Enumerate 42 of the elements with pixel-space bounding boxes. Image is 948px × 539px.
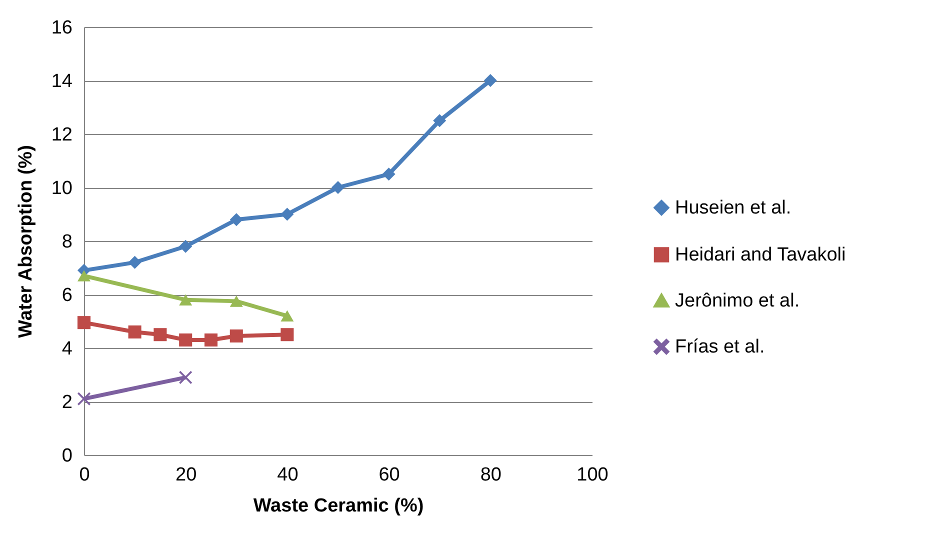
x-axis-title: Waste Ceramic (%) <box>253 496 424 516</box>
point <box>179 294 192 306</box>
y-tick-label: 8 <box>62 232 72 252</box>
y-tick-label: 14 <box>51 71 73 92</box>
x-tick-label: 100 <box>576 464 608 486</box>
y-tick-label: 4 <box>62 338 73 360</box>
point <box>230 296 243 307</box>
point <box>484 74 497 88</box>
point <box>77 392 91 406</box>
x-tick-label: 40 <box>277 464 298 486</box>
point <box>128 325 142 338</box>
point <box>179 240 192 253</box>
point <box>280 328 294 342</box>
point <box>154 328 167 342</box>
y-tick-label: 0 <box>62 446 72 466</box>
point <box>179 333 192 346</box>
legend-label: Huseien et al. <box>675 198 792 219</box>
legend-label: Frías et al. <box>675 336 765 358</box>
legend-label: Jerônimo et al. <box>675 290 800 312</box>
y-tick-label: 12 <box>51 124 72 146</box>
point <box>230 213 243 226</box>
point <box>77 316 91 330</box>
point <box>204 333 218 346</box>
point <box>77 270 91 282</box>
y-tick-label: 16 <box>51 18 72 38</box>
x-tick-label: 60 <box>378 464 400 486</box>
y-tick-label: 10 <box>51 178 72 199</box>
y-tick-label: 2 <box>62 392 72 413</box>
point <box>280 208 294 221</box>
point <box>382 168 396 181</box>
point <box>331 180 345 194</box>
x-tick-label: 20 <box>176 464 197 486</box>
point <box>230 329 243 342</box>
x-tick-label: 80 <box>480 464 502 486</box>
legend-label: Heidari and Tavakoli <box>675 244 846 266</box>
point <box>433 114 446 128</box>
point <box>179 370 192 384</box>
y-tick-label: 6 <box>62 285 72 306</box>
x-tick-label: 0 <box>79 464 90 486</box>
point <box>280 310 294 322</box>
point <box>128 256 142 269</box>
y-axis-title: Water Absorption (%) <box>15 145 36 338</box>
